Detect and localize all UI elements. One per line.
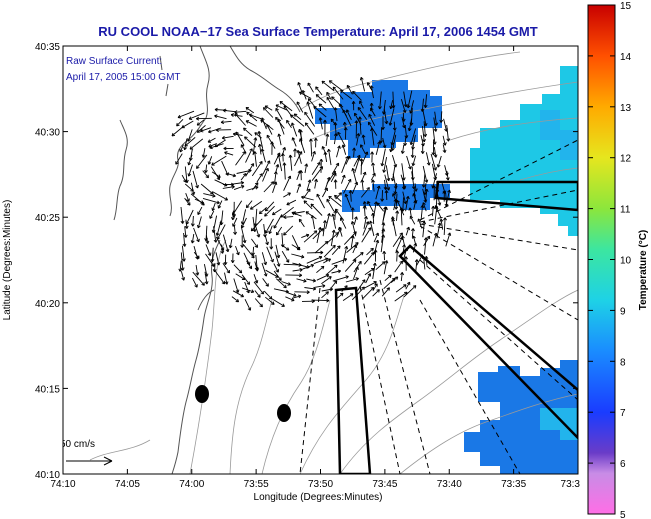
x-tick-label: 74:05 xyxy=(115,479,140,490)
colorbar-tick-label: 8 xyxy=(620,357,626,368)
x-tick-label: 73:45 xyxy=(372,479,397,490)
y-tick-label: 40:35 xyxy=(35,42,60,53)
x-axis-ticks: 74:10 74:05 74:00 73:55 73:50 73:45 73:40 73:35… xyxy=(50,46,580,490)
bathymetry-contours xyxy=(89,51,578,474)
x-tick-label: 73:40 xyxy=(437,479,462,490)
colorbar-tick-label: 15 xyxy=(620,1,632,12)
colorbar-tick-label: 12 xyxy=(620,154,632,165)
x-tick-label: 74:00 xyxy=(179,479,204,490)
y-tick-label: 40:30 xyxy=(35,128,60,139)
colorbar-tick-label: 11 xyxy=(620,205,631,216)
map-title: RU COOL NOAA−17 Sea Surface Temperature:… xyxy=(98,24,537,39)
x-tick-label: 73:55 xyxy=(244,479,269,490)
colorbar-tick-label: 7 xyxy=(620,408,626,419)
y-axis-ticks: 40:35 40:30 40:25 40:20 40:15 40:10 xyxy=(35,42,578,481)
y-tick-label: 40:20 xyxy=(35,299,60,310)
inset-line2: April 17, 2005 15:00 GMT xyxy=(66,72,181,83)
colorbar-tick-label: 9 xyxy=(620,306,626,317)
y-tick-label: 40:25 xyxy=(35,213,60,224)
buoy-marker xyxy=(195,385,209,403)
y-axis-label: Latitude (Degrees:Minutes) xyxy=(2,200,13,321)
buoy-marker xyxy=(277,404,291,422)
scale-label: 50 cm/s xyxy=(60,439,95,450)
y-tick-label: 40:10 xyxy=(35,470,60,481)
x-tick-label: 73:50 xyxy=(308,479,333,490)
colorbar-tick-label: 5 xyxy=(620,510,626,519)
x-tick-label: 74:10 xyxy=(50,479,75,490)
colorbar-ticks: 15 14 13 12 11 10 9 8 7 6 5 xyxy=(588,1,632,519)
colorbar-tick-label: 6 xyxy=(620,459,626,470)
scale-arrow xyxy=(66,456,113,466)
radial-lines xyxy=(299,139,578,474)
inset-line1: Raw Surface Current: xyxy=(66,56,162,67)
x-axis-label: Longitude (Degrees:Minutes) xyxy=(254,492,383,503)
y-tick-label: 40:15 xyxy=(35,384,60,395)
x-tick-label: 73:3 xyxy=(561,479,581,490)
colorbar-tick-label: 10 xyxy=(620,256,632,267)
colorbar-label: Temperature (°C) xyxy=(638,230,649,311)
colorbar-tick-label: 13 xyxy=(620,103,632,114)
surface-current-vectors xyxy=(171,76,452,311)
colorbar-tick-label: 14 xyxy=(620,52,632,63)
x-tick-label: 73:35 xyxy=(501,479,526,490)
